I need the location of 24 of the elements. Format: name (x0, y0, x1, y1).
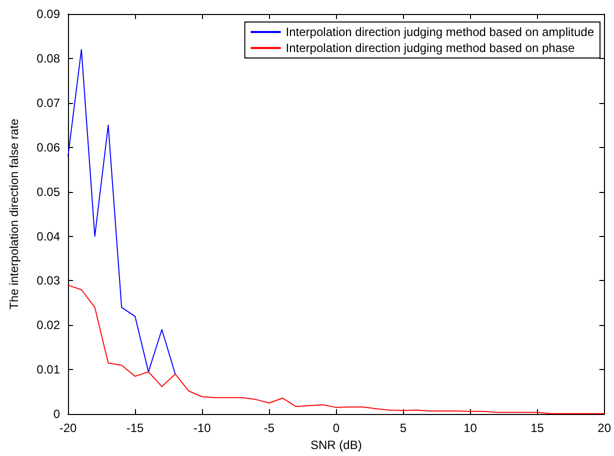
y-tick-label: 0.02 (36, 318, 60, 332)
x-axis-title: SNR (dB) (310, 438, 362, 452)
y-tick-label: 0.03 (36, 274, 60, 288)
x-tick-label: 5 (400, 421, 407, 436)
x-tick-label: 20 (598, 421, 612, 436)
x-tick-label: -15 (126, 421, 144, 436)
legend-label: Interpolation direction judging method based on phase (286, 41, 575, 55)
x-tick-label: -20 (59, 421, 77, 436)
y-tick-label: 0.05 (36, 184, 60, 199)
y-tick-label: 0.04 (36, 229, 60, 244)
y-tick-label: 0.01 (36, 362, 60, 377)
x-tick-label: -10 (193, 421, 212, 436)
y-tick-label: 0 (53, 407, 60, 422)
y-tick-label: 0.06 (36, 140, 60, 154)
x-tick-label: -5 (264, 421, 275, 436)
x-tick-label: 15 (530, 421, 544, 436)
y-tick-label: 0.09 (36, 7, 60, 21)
legend-label: Interpolation direction judging method based on amplitude (286, 25, 594, 39)
y-tick-label: 0.08 (36, 51, 60, 66)
y-axis-title: The interpolation direction false rate (7, 118, 21, 310)
x-tick-label: 0 (332, 421, 340, 436)
x-tick-label: 10 (464, 421, 478, 436)
line-series (68, 49, 176, 375)
y-tick-label: 0.07 (36, 96, 60, 110)
